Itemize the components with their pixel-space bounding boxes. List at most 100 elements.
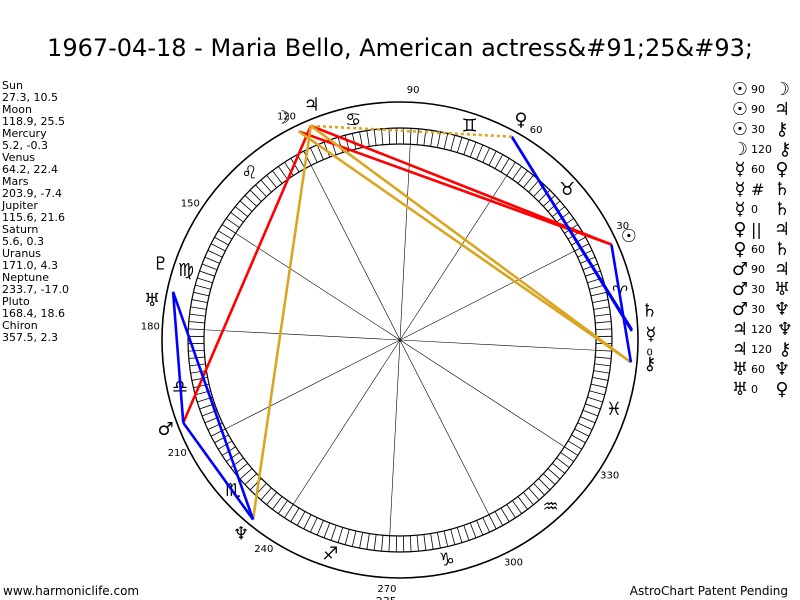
degree-tick [556,457,570,468]
degree-tick [255,184,267,197]
degree-tick [450,135,456,151]
degree-tick [533,483,545,496]
degree-tick [517,170,528,184]
virgo-sign-icon: ♍ [178,260,194,281]
degree-tick [366,130,370,147]
degree-tick [443,530,449,547]
degree-tick [310,147,318,163]
degree-label-330: 330 [600,471,619,482]
degree-tick [494,154,504,169]
aspect-angle: 90 [751,103,765,116]
mercury-glyph-icon: ☿ [734,159,746,180]
degree-tick [249,189,262,202]
planet-name-venus: Venus [2,151,36,164]
degree-tick [580,416,596,424]
degree-tick [351,530,357,547]
degree-tick [323,522,331,539]
degree-tick [437,532,441,549]
aquarius-sign-icon: ♒ [542,497,558,518]
degree-tick [230,212,244,223]
aspect-line-venus-saturn [510,136,633,331]
planet-name-pluto: Pluto [2,295,30,308]
degree-tick [443,133,449,150]
uranus-glyph-icon: ♅ [773,279,791,300]
degree-tick [590,383,607,389]
sun-glyph-icon: ☉ [621,226,637,247]
degree-tick [469,522,477,539]
house-spoke [399,339,565,448]
degree-tick [595,328,612,331]
degree-tick [595,349,612,352]
degree-label-120: 120 [277,112,296,123]
aspect-angle: 60 [751,363,765,376]
degree-label-270: 270 [377,584,396,595]
degree-tick [188,349,205,352]
degree-tick [234,206,248,217]
degree-tick [316,144,324,160]
mars-glyph-icon: ♂ [157,419,173,440]
pisces-sign-icon: ♓ [606,399,622,420]
degree-tick [272,170,283,184]
degree-label-180: 180 [141,321,160,332]
sun-glyph-icon: ☉ [731,99,749,120]
jupiter-glyph-icon: ♃ [304,95,320,116]
chart-title: 1967-04-18 - Maria Bello, American actre… [47,34,753,62]
mercury-glyph-icon: ☿ [645,324,656,345]
planet-name-mercury: Mercury [2,127,47,140]
planet-value-uranus: 171.0, 4.3 [2,259,58,272]
degree-tick [517,496,528,510]
chiron-glyph-icon: ⚷ [643,354,656,375]
degree-tick [191,299,208,303]
planet-value-mars: 203.9, -7.4 [2,187,62,200]
degree-tick [278,500,288,514]
planet-value-moon: 118.9, 25.5 [2,115,65,128]
degree-tick [189,313,206,317]
degree-tick [595,356,612,359]
degree-tick [337,527,344,543]
degree-tick [488,514,497,530]
planet-position-list: Sun 27.3, 10.5 Moon 118.9, 25.5 Mercury … [2,80,69,344]
degree-tick [199,270,215,277]
degree-tick [210,243,226,252]
degree-tick [594,363,611,367]
saturn-glyph-icon: ♄ [773,199,791,220]
planet-name-uranus: Uranus [2,247,41,260]
neptune-glyph-icon: ♆ [773,359,791,380]
degree-tick [218,230,233,240]
house-spokes [204,144,596,536]
mercury-glyph-icon: ☿ [734,199,746,220]
outer-circle [161,101,639,579]
aspect-line-sun-chiron [610,244,633,363]
planet-glyphs: ☉ ☽ ☿ ♀ ♂ ♃ ♄ ♅ ♆ ♇ ⚷ [144,95,657,545]
degree-tick [359,532,363,549]
degree-tick [523,492,534,506]
degree-labels: 0 30 60 90 120 150 180 210 240 270 300 3… [141,85,653,600]
aspect-angle: 90 [751,83,765,96]
aspect-angle: 120 [751,343,772,356]
venus-glyph-icon: ♀ [775,159,789,180]
house-spoke [399,144,411,341]
aspect-angle: 30 [751,123,765,136]
degree-tick [437,131,441,148]
jupiter-glyph-icon: ♃ [731,319,749,340]
degree-tick [266,492,277,506]
aspect-angle: 0 [751,203,758,216]
house-spoke [399,339,596,351]
degree-tick [585,270,601,277]
degree-label-90: 90 [407,85,420,96]
planet-name-moon: Moon [2,103,32,116]
tick-ring-inner-circle [203,143,597,537]
planet-name-saturn: Saturn [2,223,39,236]
degree-tick [528,179,540,193]
degree-tick [571,434,586,444]
degree-tick [567,440,582,450]
website-link[interactable]: www.harmoniclife.com [3,584,140,598]
degree-label-extra: 235 [376,595,397,600]
degree-tick [226,452,240,462]
house-spoke [399,339,490,515]
degree-tick [351,133,357,150]
leo-sign-icon: ♌ [241,162,257,183]
degree-tick [582,263,599,271]
degree-tick [284,504,294,519]
